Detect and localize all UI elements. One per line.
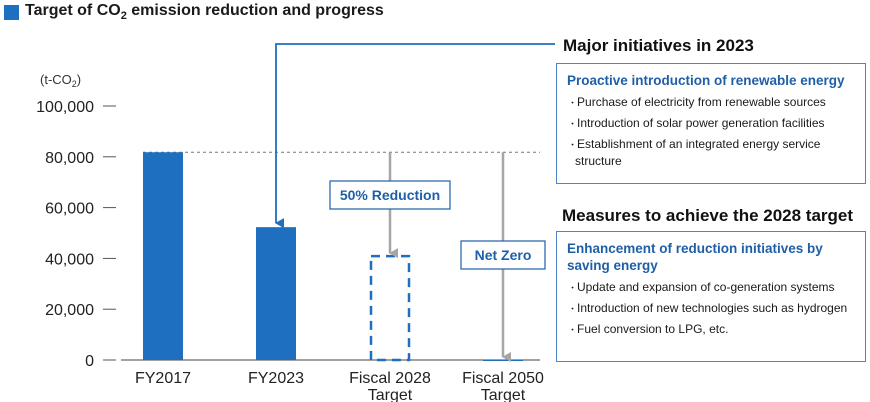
chart-title: Target of CO2 emission reduction and pro… — [4, 2, 384, 22]
major-initiatives-heading: Major initiatives in 2023 — [563, 36, 754, 55]
y-tick-label: 100,000 — [36, 99, 94, 116]
annotation-label: Net Zero — [475, 247, 532, 263]
initiatives-connector-arrow — [275, 43, 555, 229]
measures-2028-box: Enhancement of reduction initiatives by … — [556, 231, 866, 362]
x-tick-label: Target — [368, 387, 413, 402]
x-tick-label: Fiscal 2050 — [462, 370, 544, 387]
x-tick-label: Target — [481, 387, 526, 402]
bar — [256, 227, 296, 360]
y-tick-label: 80,000 — [45, 150, 94, 167]
list-item: Fuel conversion to LPG, etc. — [567, 321, 855, 338]
measures-2028-heading: Measures to achieve the 2028 target — [562, 206, 854, 225]
bar — [369, 254, 411, 362]
list-item: Update and expansion of co-generation sy… — [567, 279, 855, 296]
major-initiatives-box-title: Proactive introduction of renewable ener… — [567, 73, 845, 88]
list-item: Purchase of electricity from renewable s… — [567, 94, 855, 111]
annotation-label: 50% Reduction — [340, 187, 440, 203]
list-item: Introduction of solar power generation f… — [567, 115, 855, 132]
x-tick-label: FY2023 — [248, 370, 304, 387]
annotation-box — [329, 180, 451, 210]
y-tick-label: 40,000 — [45, 251, 94, 268]
bar — [143, 152, 183, 360]
y-tick-label: 20,000 — [45, 302, 94, 319]
title-marker — [4, 4, 19, 20]
major-initiatives-box: Proactive introduction of renewable ener… — [556, 63, 866, 184]
y-tick-label: 60,000 — [45, 201, 94, 218]
x-tick-label: Fiscal 2028 — [349, 370, 431, 387]
bar — [483, 360, 523, 361]
title-text: Target of CO2 emission reduction and pro… — [25, 1, 384, 23]
list-item: Introduction of new technologies such as… — [567, 300, 855, 317]
y-tick-label: 0 — [85, 353, 94, 370]
y-unit-label: (t-CO2) — [40, 72, 81, 89]
measures-2028-box-title: Enhancement of reduction initiatives by … — [567, 241, 823, 273]
x-tick-label: FY2017 — [135, 370, 191, 387]
annotation-box — [460, 240, 546, 270]
list-item: Establishment of an integrated energy se… — [567, 136, 855, 169]
